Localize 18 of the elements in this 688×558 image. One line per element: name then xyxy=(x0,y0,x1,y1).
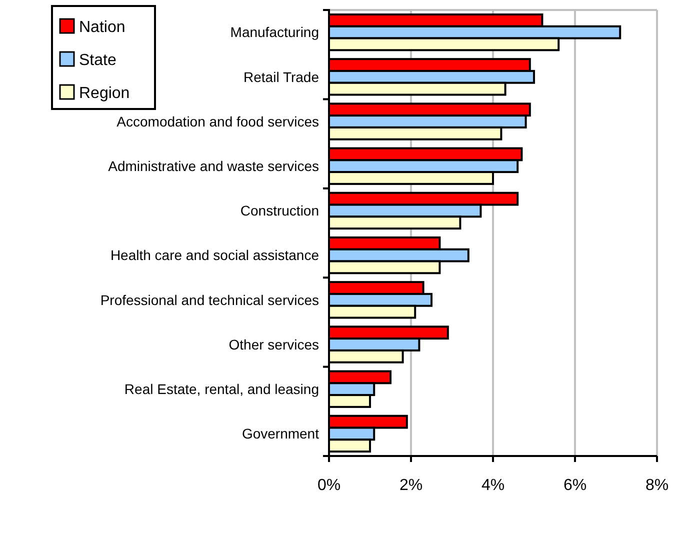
x-tick-label: 8% xyxy=(645,477,669,494)
y-tick-label: Manufacturing xyxy=(230,24,319,40)
y-tick-label: Retail Trade xyxy=(244,68,320,85)
y-tick-label: Government xyxy=(242,426,320,442)
x-tick-label: 0% xyxy=(317,477,341,494)
y-tick-label: Professional and technical services xyxy=(100,292,319,308)
y-tick-label: Accomodation and food services xyxy=(116,113,319,130)
x-tick-label: 2% xyxy=(399,477,423,494)
y-tick-label: Real Estate, rental, and leasing xyxy=(124,381,319,397)
y-tick-label: Construction xyxy=(240,202,319,219)
legend-label: Region xyxy=(79,85,130,102)
y-tick-label: Other services xyxy=(228,336,319,352)
legend-label: Nation xyxy=(79,19,126,36)
x-tick-label: 4% xyxy=(481,477,505,494)
legend-label: State xyxy=(79,52,116,69)
y-tick-label: Health care and social assistance xyxy=(110,247,320,264)
y-tick-label: Administrative and waste services xyxy=(108,158,319,174)
x-tick-label: 6% xyxy=(563,477,587,494)
